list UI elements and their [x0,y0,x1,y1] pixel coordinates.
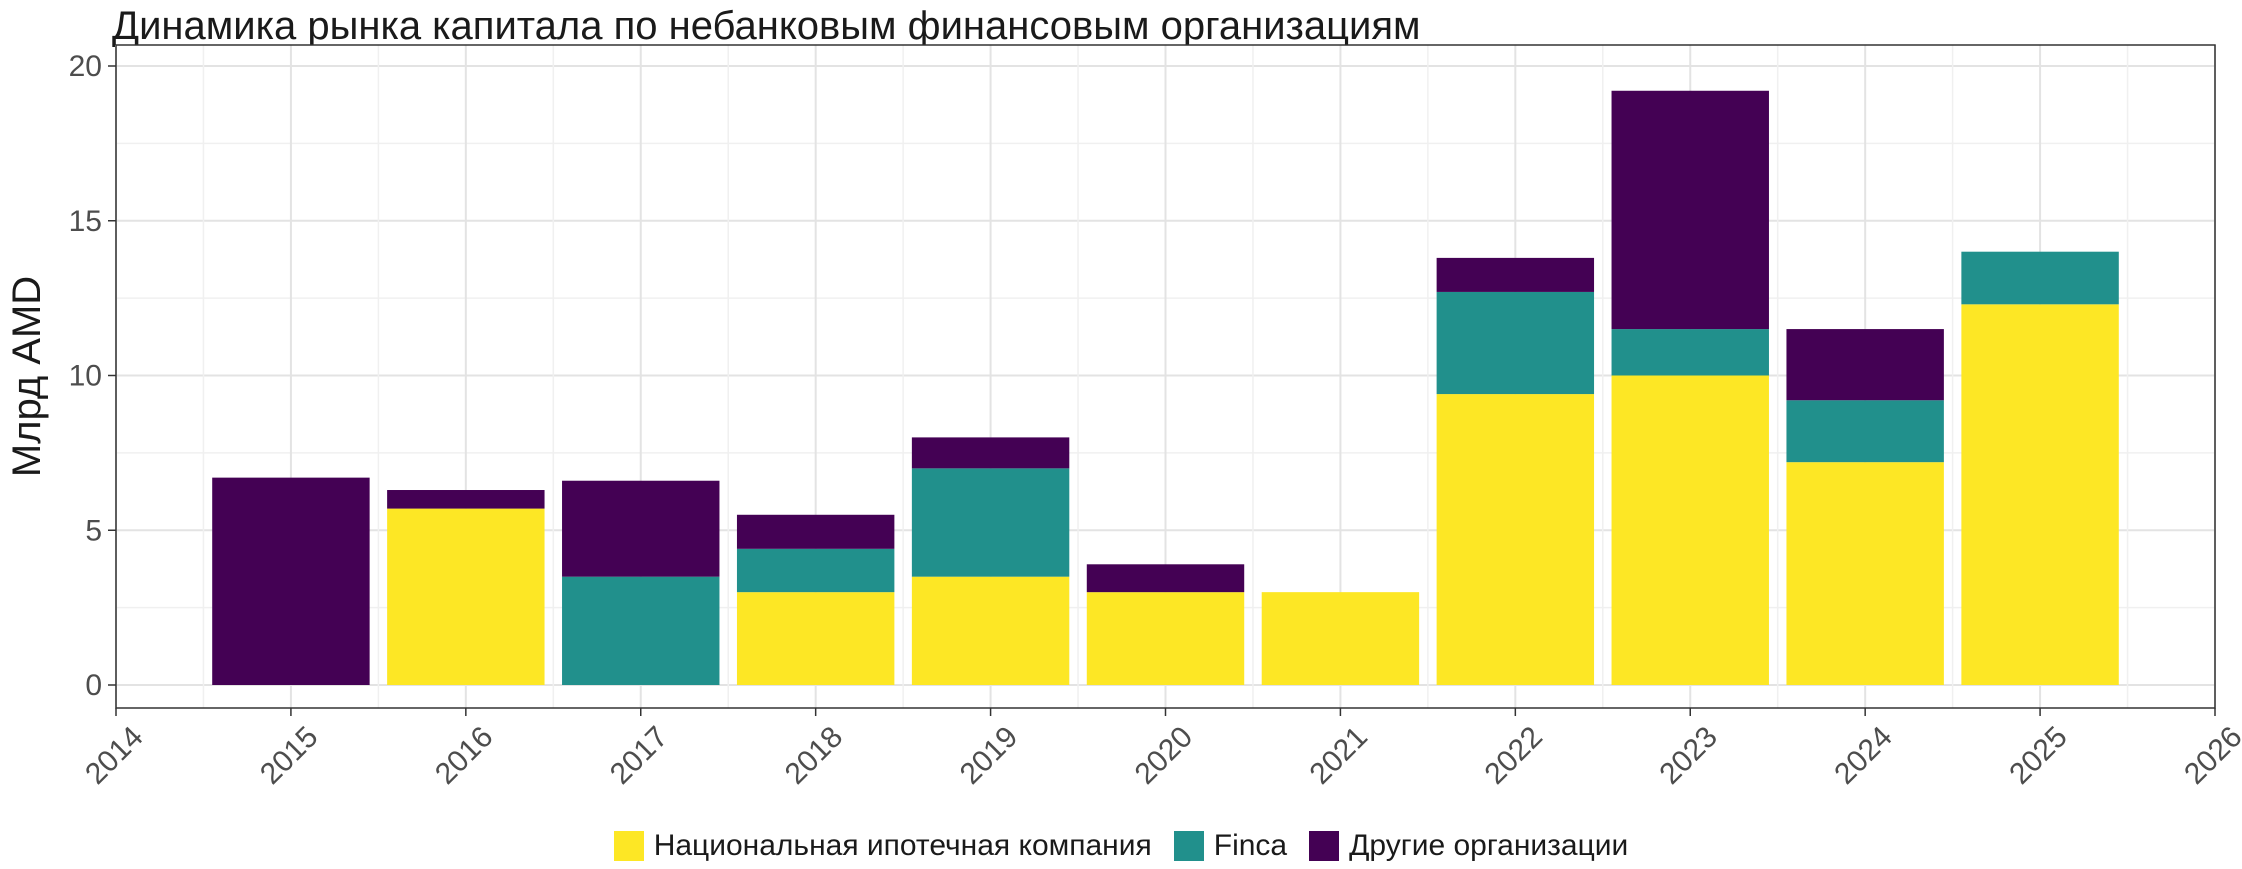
legend-label: Национальная ипотечная компания [653,829,1152,862]
bar-segment [1611,329,1769,376]
x-tick-label: 2021 [1304,720,1375,791]
bar-segment [212,477,370,685]
x-tick-label: 2016 [429,720,500,791]
bar-segment [387,490,545,509]
bar-segment [911,437,1070,469]
bar-segment [1786,400,1944,463]
legend-item: Национальная ипотечная компания [613,829,1152,863]
bar-segment [1436,291,1595,395]
bar-segment [1436,257,1595,292]
bar-segment [736,548,895,593]
bar-segment [1436,394,1595,685]
x-tick-label: 2023 [1653,720,1724,791]
y-tick-label: 0 [85,669,102,702]
bar-segment [736,592,895,685]
x-tick-label: 2018 [779,720,850,791]
bar-segment [1961,304,2119,685]
legend-swatch [1309,831,1340,861]
x-tick-label: 2014 [79,720,150,791]
x-tick-label: 2025 [2003,720,2074,791]
y-tick-label: 15 [69,205,102,238]
legend-swatch [613,831,644,861]
x-tick-label: 2024 [1828,720,1899,791]
x-tick-label: 2015 [254,720,325,791]
legend-label: Finca [1213,829,1288,862]
legend-item: Другие организации [1309,829,1628,863]
bar-segment [736,514,895,549]
x-tick-label: 2022 [1478,720,1549,791]
bar-segment [1786,329,1944,401]
bar-segment [1786,462,1944,685]
bar-segment [911,468,1070,577]
y-tick-label: 5 [85,514,102,547]
legend: Национальная ипотечная компания Finca Друг… [0,826,2242,866]
bar-segment [1086,564,1245,593]
bar-segment [1086,592,1245,685]
x-tick-label: 2026 [2178,720,2242,791]
bars-layer [212,90,2119,685]
y-tick-label: 10 [69,360,102,393]
x-tick-label: 2020 [1129,720,1200,791]
x-tick-label: 2017 [604,720,675,791]
chart-title: Динамика рынка капитала по небанковым фи… [112,4,1421,48]
legend-swatch [1173,831,1204,861]
bar-segment [562,576,720,685]
bar-segment [562,480,720,577]
bar-segment [1961,251,2119,305]
legend-item: Finca [1173,829,1288,863]
bar-segment [387,508,545,685]
y-tick-label: 20 [69,50,102,83]
bar-segment [1261,592,1420,685]
x-tick-label: 2019 [954,720,1025,791]
bar-segment [1611,90,1769,330]
legend-label: Другие организации [1349,829,1629,862]
y-axis-label: Млрд AMD [5,276,49,477]
bar-segment [1611,375,1769,685]
bar-segment [911,576,1070,685]
